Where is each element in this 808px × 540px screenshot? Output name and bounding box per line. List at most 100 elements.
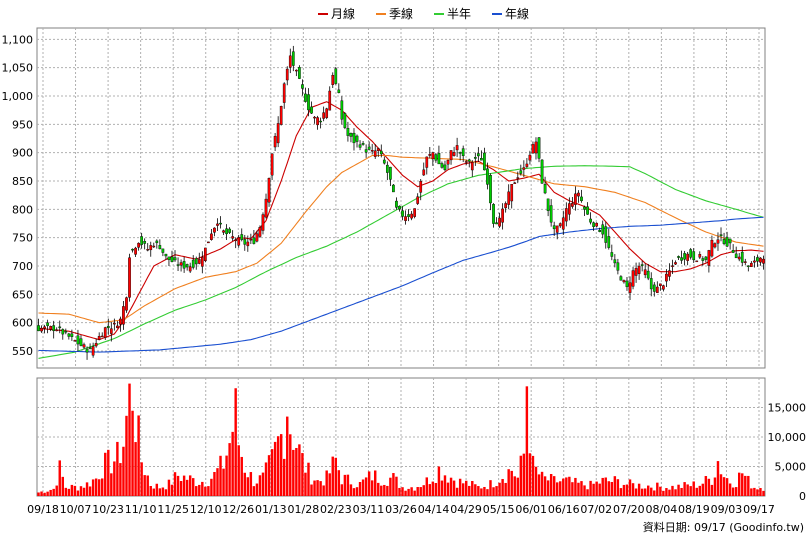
- volume-bar: [689, 486, 692, 496]
- candle-body: [73, 340, 77, 342]
- candle-body: [240, 234, 244, 240]
- candle-body: [507, 191, 511, 205]
- candle-body: [631, 270, 635, 287]
- candle-body: [546, 198, 550, 211]
- candle-body: [328, 90, 332, 111]
- candle-body: [313, 116, 316, 119]
- candle-body: [749, 262, 753, 267]
- volume-bar: [483, 486, 486, 496]
- candle-body: [191, 259, 195, 268]
- candle-body: [337, 89, 341, 93]
- candle-body: [425, 156, 429, 168]
- volume-bar: [328, 473, 331, 496]
- candle-body: [373, 150, 377, 157]
- candle-body: [249, 238, 253, 241]
- candle-body: [255, 233, 259, 242]
- volume-bar: [413, 490, 416, 496]
- candle-body: [112, 322, 116, 325]
- candle-body: [343, 113, 347, 128]
- candle-body: [489, 175, 492, 204]
- volume-bar: [58, 460, 61, 496]
- volume-tick-label: 10,000: [768, 431, 807, 444]
- volume-bar: [404, 490, 407, 496]
- candle-body: [677, 256, 680, 258]
- volume-bar: [747, 475, 750, 496]
- candle-body: [392, 184, 395, 193]
- candle-body: [686, 253, 690, 261]
- candle-body: [131, 248, 134, 251]
- volume-bar: [738, 472, 741, 496]
- candle-body: [94, 343, 98, 347]
- volume-bar: [637, 483, 641, 496]
- candle-body: [567, 203, 571, 215]
- volume-bar: [85, 482, 89, 496]
- volume-bar: [246, 477, 250, 496]
- volume-bar: [213, 471, 216, 496]
- candle-body: [495, 222, 498, 225]
- volume-bar: [428, 484, 432, 496]
- volume-bar: [334, 457, 337, 496]
- volume-bar: [97, 479, 101, 496]
- candle-body: [655, 286, 659, 293]
- volume-bar: [710, 484, 714, 496]
- volume-bar: [580, 481, 583, 496]
- volume-bar: [122, 446, 125, 496]
- volume-bar: [695, 487, 698, 496]
- volume-bar: [389, 477, 392, 496]
- candle-body: [422, 169, 426, 176]
- candle-body: [452, 152, 456, 156]
- volume-bar: [762, 490, 765, 496]
- volume-bar: [619, 488, 623, 496]
- candle-body: [109, 328, 113, 334]
- volume-bar: [549, 474, 553, 496]
- volume-bar: [610, 481, 614, 496]
- candle-body: [595, 222, 599, 227]
- volume-bar: [562, 478, 565, 496]
- volume-bar: [252, 486, 256, 496]
- volume-bar: [431, 481, 435, 496]
- volume-bar: [701, 483, 705, 496]
- volume-bar: [498, 482, 501, 496]
- volume-bar: [537, 474, 541, 496]
- volume-bar: [170, 484, 174, 496]
- volume-bar: [546, 480, 550, 496]
- candle-body: [646, 270, 650, 279]
- candle-body: [225, 228, 228, 235]
- candle-body: [510, 184, 514, 202]
- price-tick-label: 650: [12, 288, 33, 301]
- volume-bar: [716, 461, 720, 496]
- volume-bar: [392, 473, 395, 496]
- ma-line: [38, 101, 764, 341]
- volume-bar: [452, 480, 456, 496]
- candle-body: [522, 167, 526, 170]
- candle-body: [601, 224, 605, 235]
- candle-body: [134, 247, 137, 255]
- candle-body: [561, 217, 565, 230]
- candle-body: [270, 153, 274, 176]
- volume-bar: [82, 487, 86, 496]
- volume-bar: [167, 479, 171, 496]
- candle-body: [416, 196, 420, 204]
- volume-bar: [49, 489, 52, 496]
- candle-body: [437, 153, 441, 165]
- price-tick-label: 900: [12, 147, 33, 160]
- volume-bars: [37, 383, 765, 496]
- volume-bar: [671, 485, 674, 496]
- date-tick-label: 06/01: [515, 503, 547, 516]
- candle-body: [85, 348, 89, 353]
- candle-body: [282, 83, 286, 103]
- volume-bar: [407, 488, 410, 496]
- volume-bar: [107, 449, 110, 496]
- candle-body: [552, 225, 556, 230]
- volume-bar: [116, 441, 119, 496]
- date-tick-label: 03/11: [353, 503, 385, 516]
- legend-label: 季線: [389, 6, 413, 21]
- candle-body: [580, 196, 583, 202]
- candle-body: [701, 258, 705, 261]
- volume-bar: [468, 485, 471, 496]
- candle-body: [410, 213, 413, 219]
- candle-body: [407, 214, 410, 217]
- candle-body: [759, 257, 762, 263]
- volume-bar: [349, 484, 353, 496]
- volume-bar: [131, 410, 134, 496]
